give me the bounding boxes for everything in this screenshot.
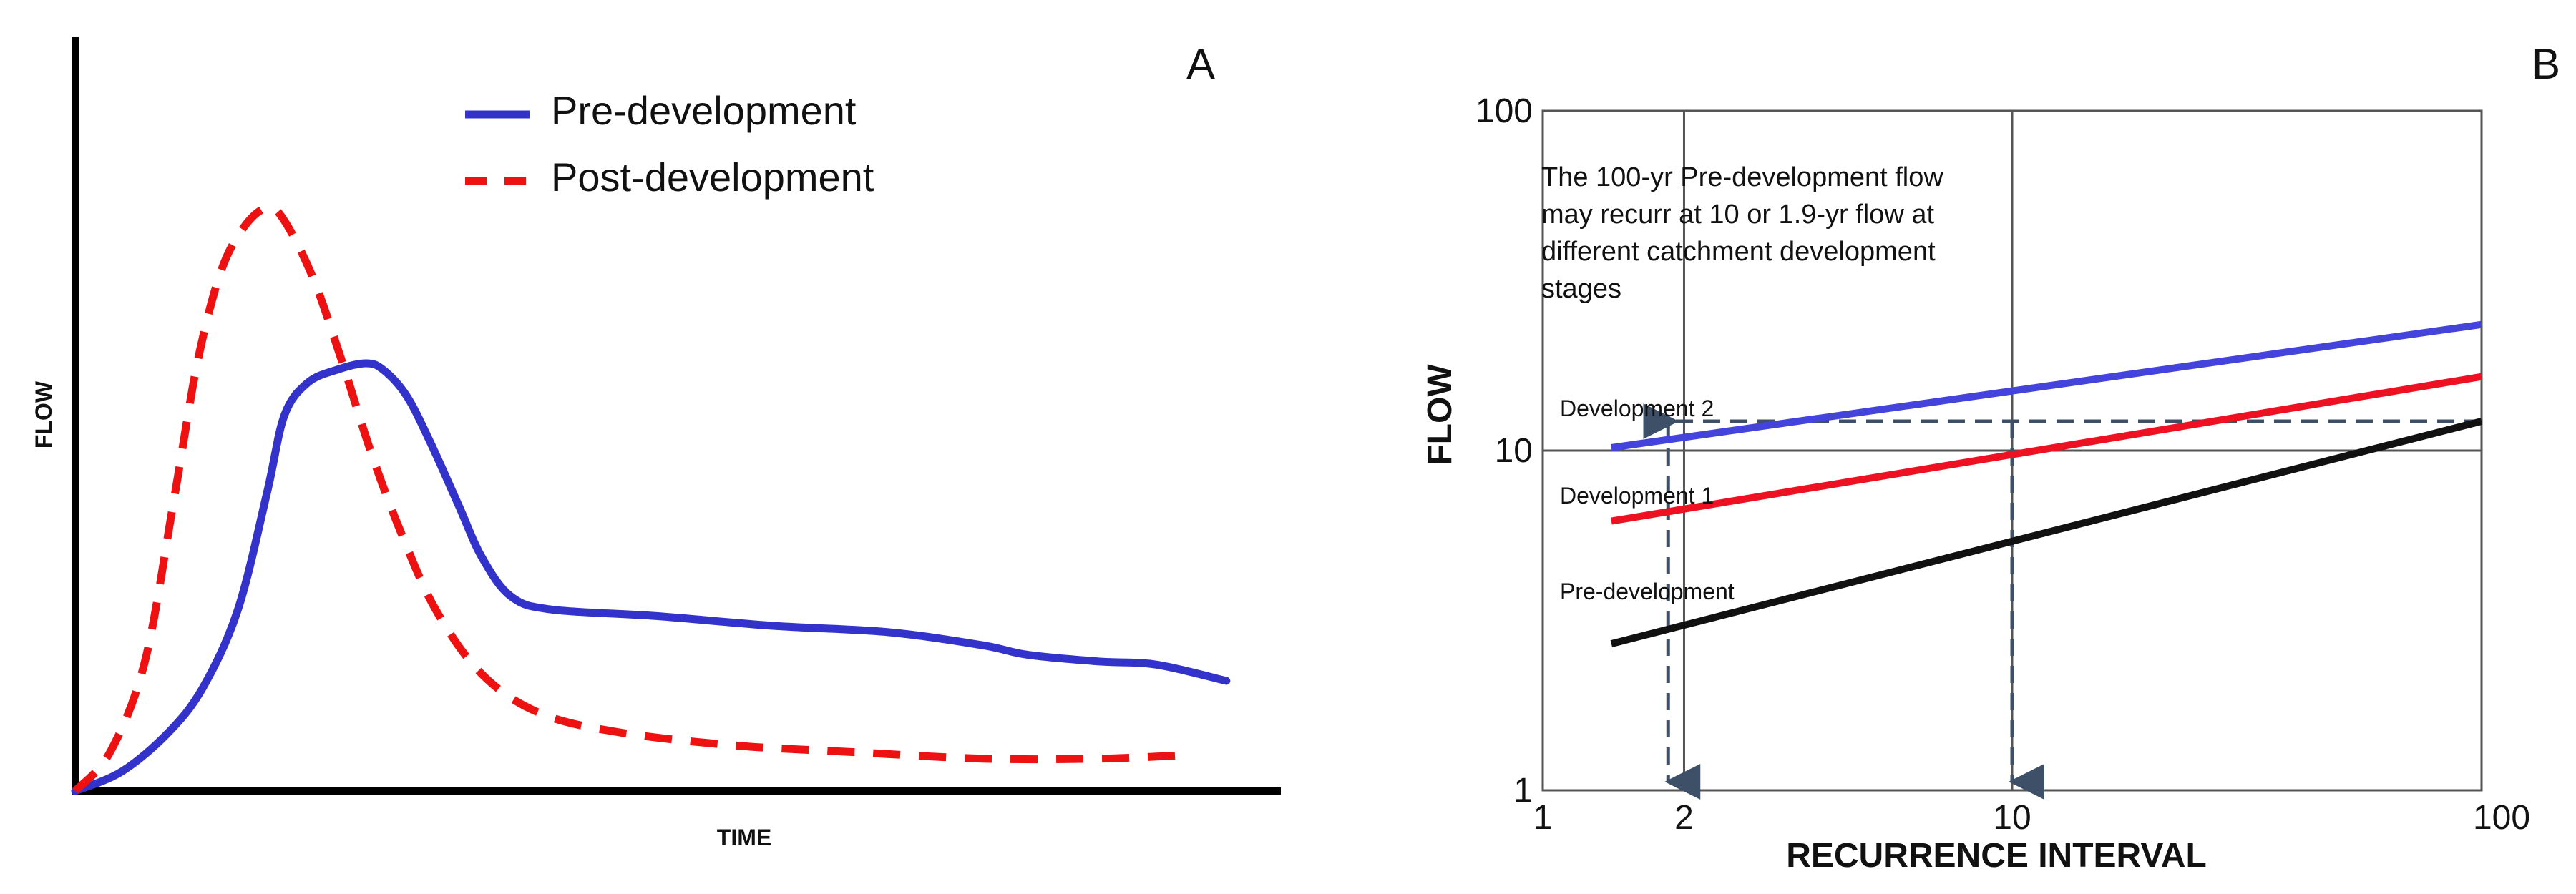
- chart-a-legend-label-pre-development: Pre-development: [551, 88, 857, 133]
- chart-b-series-pre-development: [1610, 418, 2483, 647]
- chart-b-annotation-line-1: The 100-yr Pre-development flow: [1541, 162, 1943, 192]
- chart-b-series-label-development-2: Development 2: [1560, 396, 1714, 421]
- chart-b: 1 10 100 1 2 10 100 RECURRENCE INTERVAL …: [1421, 40, 2560, 875]
- chart-b-panel-label: B: [2532, 40, 2560, 88]
- chart-b-xtick-2: 2: [1674, 799, 1694, 837]
- chart-a-series-post-development: [72, 203, 1181, 794]
- chart-b-series-development-1: [1611, 373, 2482, 525]
- chart-b-annotation: The 100-yr Pre-development flow may recu…: [1541, 162, 1943, 304]
- chart-a-series-pre-development: [71, 359, 1231, 795]
- chart-b-annotation-line-3: different catchment development: [1541, 237, 1936, 267]
- chart-a-legend-label-post-development: Post-development: [551, 154, 874, 200]
- chart-b-series-development-2: [1611, 320, 2482, 451]
- chart-a-legend: Pre-development Post-development: [465, 88, 874, 200]
- chart-b-series-label-development-1: Development 1: [1560, 483, 1714, 509]
- chart-a: TIME FLOW A Pre-development Post-develop…: [31, 37, 1281, 850]
- chart-b-xtick-10: 10: [1993, 799, 2031, 837]
- chart-b-xlabel: RECURRENCE INTERVAL: [1786, 837, 2207, 875]
- chart-b-ytick-100: 100: [1475, 92, 1533, 130]
- chart-b-annotation-line-2: may recurr at 10 or 1.9-yr flow at: [1541, 200, 1935, 230]
- chart-b-ytick-1: 1: [1513, 772, 1533, 810]
- chart-b-xtick-1: 1: [1533, 799, 1553, 837]
- chart-a-xlabel: TIME: [717, 825, 771, 850]
- chart-b-ylabel: FLOW: [1421, 364, 1459, 466]
- chart-a-ylabel: FLOW: [31, 380, 57, 448]
- chart-b-annotation-line-4: stages: [1541, 274, 1621, 304]
- chart-b-series-label-pre-development: Pre-development: [1560, 579, 1735, 604]
- chart-a-panel-label: A: [1186, 40, 1215, 88]
- chart-b-ytick-10: 10: [1495, 432, 1533, 470]
- chart-b-xtick-100: 100: [2473, 799, 2530, 837]
